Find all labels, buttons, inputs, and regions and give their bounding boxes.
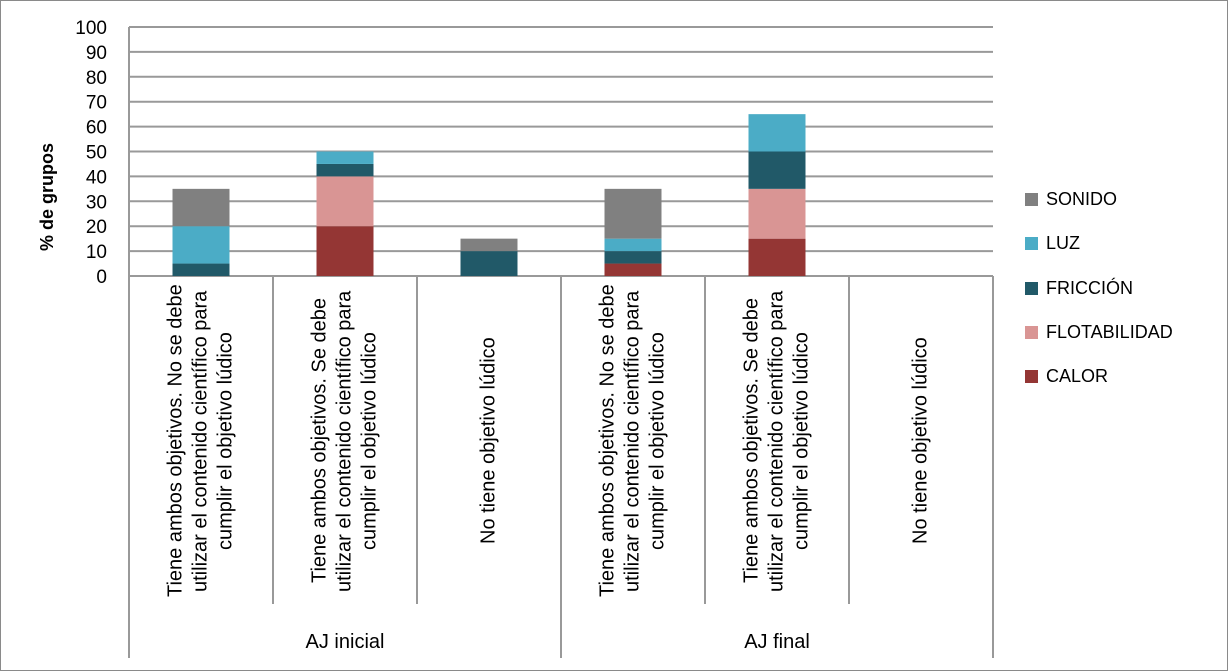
legend-item: LUZ	[1025, 233, 1080, 254]
bar-segment-fricción	[316, 163, 374, 177]
y-tick-label: 10	[86, 242, 107, 263]
bar-segment-luz	[748, 114, 806, 152]
bar-segment-sonido	[172, 188, 230, 227]
legend-label: CALOR	[1046, 366, 1109, 387]
bar-segment-calor	[604, 263, 662, 276]
bar-segment-flotabilidad	[748, 188, 806, 239]
legend-item: CALOR	[1025, 366, 1108, 387]
bar-segment-fricción	[460, 251, 518, 276]
legend-swatch	[1025, 370, 1038, 384]
bar-segment-luz	[316, 151, 374, 164]
x-category-label: Tiene ambos objetivos. Se debe utilizar …	[308, 290, 381, 592]
legend-label: FRICCIÓN	[1046, 277, 1133, 298]
bar-segment-flotabilidad	[316, 176, 374, 227]
x-category-label: No tiene objetivo lúdico	[477, 337, 500, 545]
x-category-label: Tiene ambos objetivos. No se debe utiliz…	[596, 284, 669, 598]
legend-item: FRICCIÓN	[1025, 278, 1133, 299]
y-tick-label: 30	[86, 192, 107, 213]
bar-segment-sonido	[604, 188, 662, 239]
x-group-label: AJ final	[744, 631, 810, 653]
x-category-label: Tiene ambos objetivos. Se debe utilizar …	[740, 290, 813, 592]
y-tick-label: 60	[86, 118, 107, 139]
y-tick-label: 100	[75, 18, 107, 39]
y-tick-label: 70	[86, 93, 107, 114]
x-group-label: AJ inicial	[305, 631, 385, 653]
y-tick-label: 80	[86, 68, 107, 89]
y-axis-label: % de grupos	[37, 142, 57, 251]
bar-segment-sonido	[460, 238, 518, 252]
bar-segment-luz	[172, 226, 230, 264]
bar-segment-fricción	[748, 151, 806, 189]
legend-label: LUZ	[1046, 233, 1081, 254]
bar-segment-fricción	[172, 263, 230, 276]
bar-segment-calor	[748, 238, 806, 276]
legend-swatch	[1025, 193, 1038, 206]
legend-swatch	[1025, 237, 1038, 251]
legend-item: FLOTABILIDAD	[1025, 322, 1173, 343]
legend-label: FLOTABILIDAD	[1046, 321, 1173, 342]
legend-item: SONIDO	[1025, 189, 1117, 210]
bar-segment-fricción	[604, 251, 662, 264]
y-tick-label: 40	[86, 167, 107, 188]
bar-segment-luz	[604, 238, 662, 252]
legend-label: SONIDO	[1046, 189, 1118, 209]
bar-segment-calor	[316, 226, 374, 276]
x-category-label: No tiene objetivo lúdico	[909, 337, 932, 545]
y-tick-label: 0	[96, 267, 107, 288]
y-tick-label: 50	[86, 143, 107, 164]
legend-swatch	[1025, 325, 1038, 339]
legend-swatch	[1025, 281, 1038, 295]
x-category-label: Tiene ambos objetivos. No se debe utiliz…	[164, 284, 237, 598]
y-tick-label: 90	[86, 43, 107, 64]
y-tick-label: 20	[86, 217, 107, 238]
